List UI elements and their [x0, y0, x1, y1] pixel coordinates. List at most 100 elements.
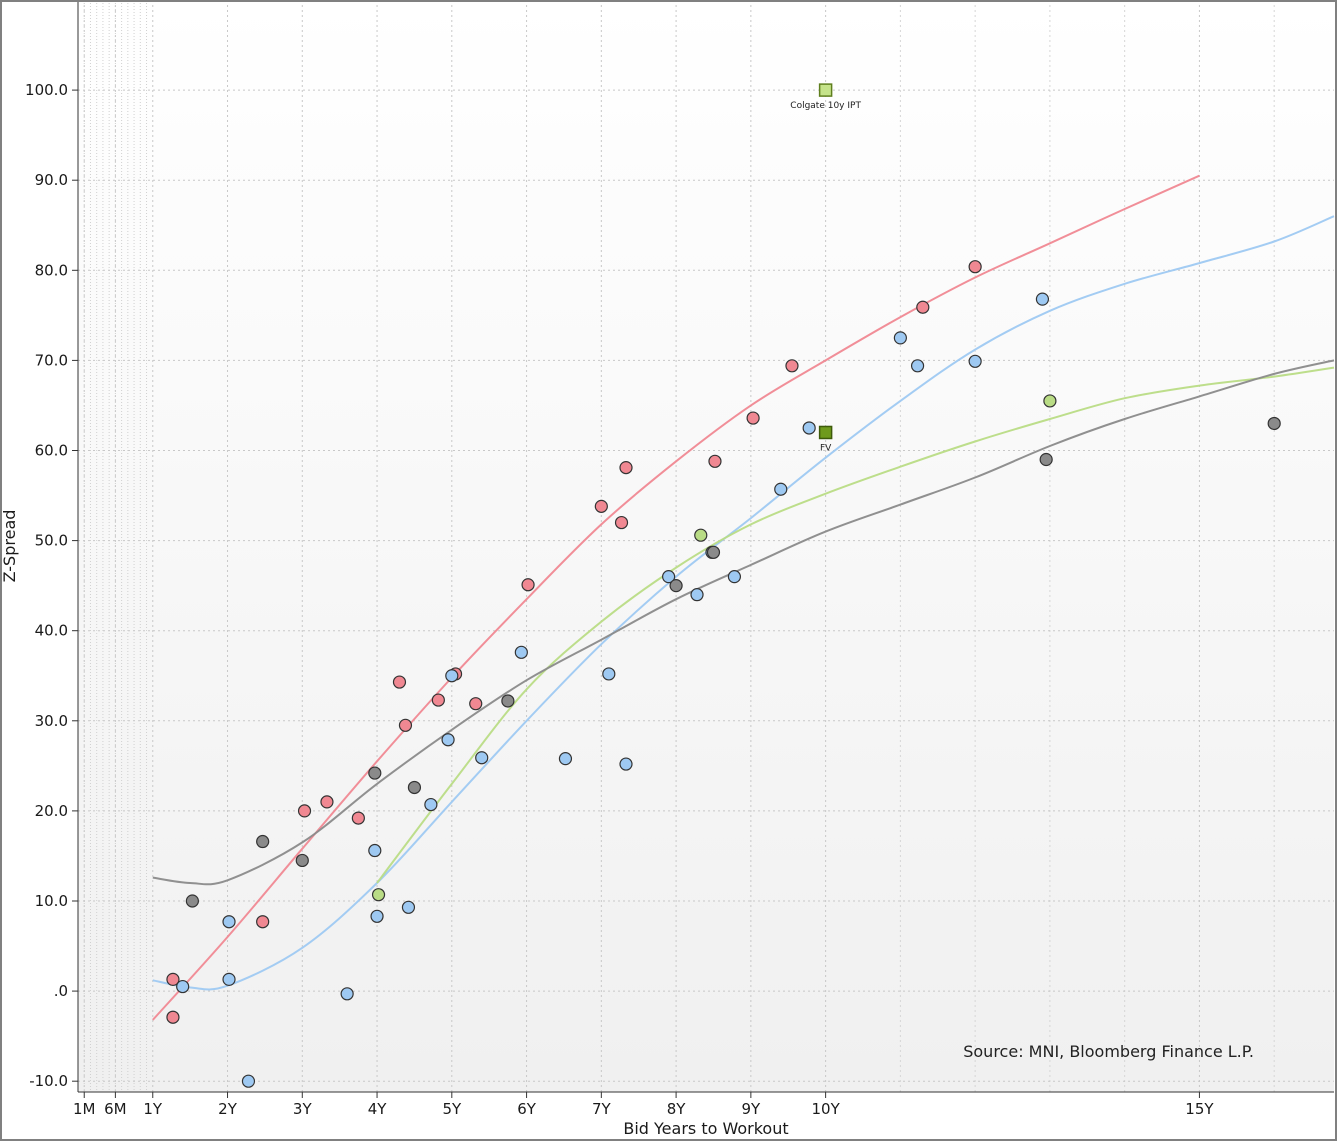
fit-curve-series-1	[152, 215, 1335, 991]
x-tick-label: 10Y	[811, 1100, 840, 1118]
x-tick-label: 6M	[104, 1100, 127, 1118]
scatter-point-series-0	[469, 697, 483, 711]
x-tick-label: 1Y	[143, 1100, 163, 1118]
scatter-point-series-3	[185, 894, 199, 908]
highlight-label-1: FV	[820, 443, 832, 453]
scatter-point-series-1	[368, 843, 382, 858]
axes: -10.0 .0 10.0 20.0 30.0 40.0 50.0 60.0 70.0 80.0 9…	[25, 0, 1334, 1118]
scatter-point-series-3	[256, 834, 270, 849]
scatter-point-series-3	[669, 579, 683, 593]
scatter-point-series-0	[619, 461, 633, 475]
scatter-point-series-0	[256, 915, 270, 929]
scatter-point-series-0	[521, 578, 535, 592]
scatter-point-series-1	[514, 645, 528, 659]
scatter-point-series-0	[708, 454, 722, 468]
highlight-marker-1	[818, 425, 833, 440]
scatter-point-series-2	[1043, 394, 1057, 408]
y-tick-label: 100.0	[25, 81, 68, 99]
plot-background	[78, 0, 1334, 1092]
data-points	[166, 260, 1281, 1088]
scatter-point-series-2	[694, 528, 708, 542]
scatter-point-series-3	[407, 780, 422, 795]
scatter-point-series-1	[1035, 292, 1050, 306]
y-tick-label: 40.0	[35, 622, 68, 640]
x-tick-label: 9Y	[741, 1100, 761, 1118]
scatter-point-series-1	[690, 588, 704, 602]
scatter-point-series-0	[614, 515, 629, 530]
scatter-point-series-1	[774, 482, 788, 496]
scatter-point-series-0	[166, 1010, 180, 1024]
scatter-point-series-0	[746, 411, 760, 425]
scatter-point-series-0	[320, 795, 334, 809]
x-tick-label: 4Y	[368, 1100, 388, 1118]
scatter-point-series-3	[1267, 416, 1281, 431]
scatter-point-series-3	[295, 853, 309, 868]
y-tick-label: 20.0	[35, 802, 68, 820]
scatter-point-series-0	[594, 499, 608, 513]
fit-curve-series-2	[376, 366, 1335, 884]
y-axis-title: Z-Spread	[0, 510, 19, 583]
y-tick-label: 90.0	[35, 171, 68, 189]
scatter-point-series-1	[968, 354, 982, 368]
x-tick-label: 2Y	[218, 1100, 238, 1118]
y-tick-label: 30.0	[35, 712, 68, 730]
x-axis-title: Bid Years to Workout	[623, 1119, 788, 1138]
source-annotation: Source: MNI, Bloomberg Finance L.P.	[963, 1042, 1254, 1061]
x-tick-label: 5Y	[442, 1100, 462, 1118]
y-tick-label: 60.0	[35, 441, 68, 459]
scatter-point-series-1	[558, 752, 573, 766]
scatter-point-series-1	[241, 1074, 256, 1088]
scatter-point-series-1	[424, 797, 438, 812]
scatter-point-series-3	[1039, 452, 1053, 467]
y-tick-label: .0	[54, 982, 68, 1000]
y-tick-label: 10.0	[35, 892, 68, 910]
scatter-point-series-0	[297, 804, 312, 818]
highlight-markers: Colgate 10y IPT FV	[790, 83, 861, 453]
scatter-point-series-0	[351, 811, 365, 825]
y-tick-label: 70.0	[35, 351, 68, 369]
x-tick-label: 8Y	[667, 1100, 687, 1118]
highlight-marker-0	[818, 83, 833, 97]
scatter-point-series-0	[968, 260, 982, 274]
scatter-point-series-1	[910, 359, 925, 373]
scatter-point-series-2	[371, 888, 386, 902]
y-tick-label: 50.0	[35, 532, 68, 550]
scatter-point-series-0	[392, 675, 407, 689]
scatter-point-series-1	[619, 757, 633, 771]
scatter-point-series-0	[916, 300, 930, 314]
scatter-point-series-0	[398, 718, 413, 732]
scatter-point-series-3	[706, 545, 721, 559]
grid-lines	[78, 0, 1334, 1092]
scatter-point-series-1	[802, 421, 816, 435]
scatter-point-series-1	[441, 733, 455, 747]
fit-curves	[152, 174, 1335, 1021]
scatter-point-series-1	[340, 987, 354, 1001]
y-tick-label: 80.0	[35, 261, 68, 279]
scatter-point-series-0	[166, 972, 180, 986]
scatter-point-series-1	[222, 972, 236, 986]
scatter-point-series-1	[893, 331, 907, 345]
scatter-point-series-1	[662, 570, 676, 584]
x-tick-label: 1M	[73, 1100, 96, 1118]
scatter-point-series-0	[785, 359, 799, 373]
x-tick-label: 15Y	[1185, 1100, 1214, 1118]
scatter-point-series-1	[176, 979, 190, 994]
scatter-point-series-3	[368, 766, 382, 780]
scatter-point-series-1	[475, 751, 489, 765]
scatter-point-series-1	[401, 900, 416, 914]
highlight-label-0: Colgate 10y IPT	[790, 101, 861, 111]
fit-curve-series-3	[152, 359, 1335, 886]
scatter-point-series-3	[501, 694, 515, 708]
scatter-point-series-1	[222, 915, 236, 929]
scatter-point-series-0	[431, 693, 445, 707]
scatter-point-series-1	[370, 909, 384, 923]
x-tick-label: 7Y	[592, 1100, 612, 1118]
x-tick-label: 6Y	[517, 1100, 537, 1118]
scatter-point-series-1	[445, 669, 459, 683]
scatter-point-series-1	[602, 667, 616, 681]
y-tick-label: -10.0	[29, 1072, 68, 1090]
scatter-point-series-1	[727, 570, 742, 584]
